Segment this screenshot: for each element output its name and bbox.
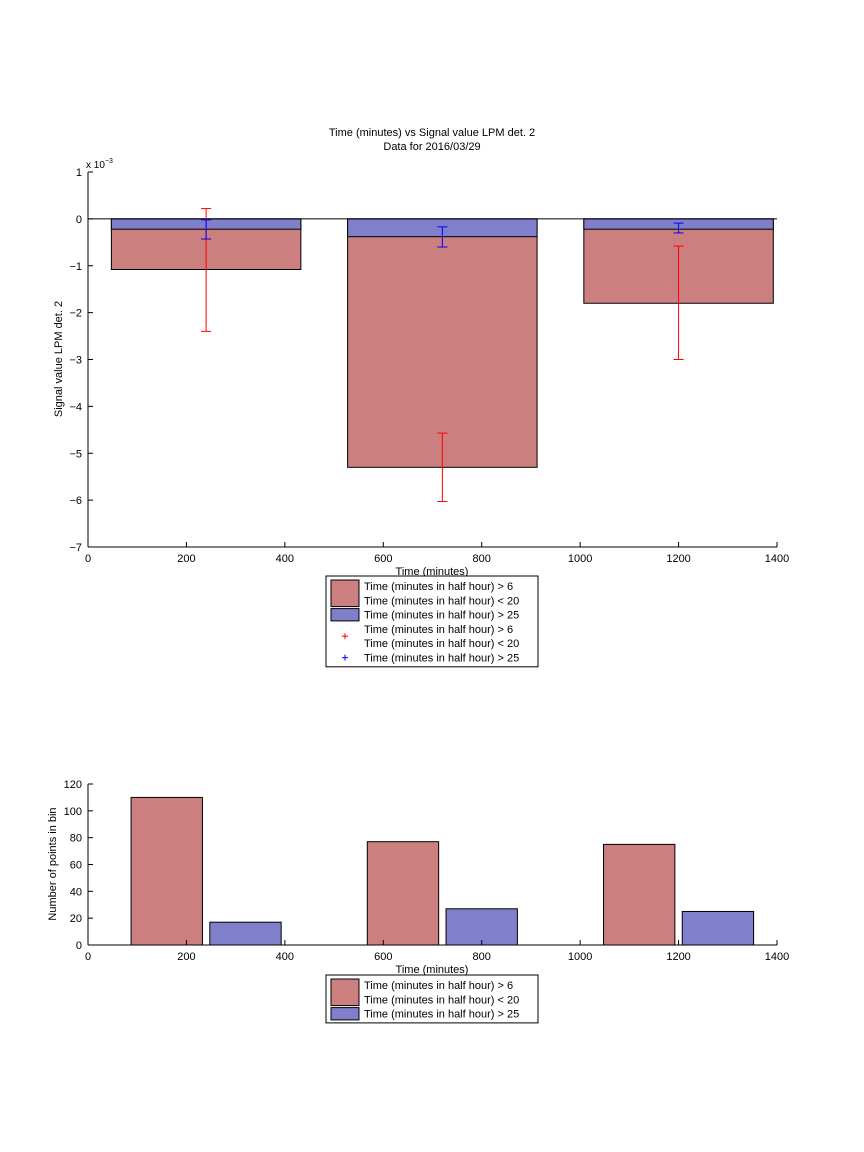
- x-tick-label: 200: [177, 951, 195, 963]
- y-tick-label: 120: [64, 779, 82, 791]
- signal-y-ticks: 1 0 −1 −2 −3 −4 −5 −6 −7: [69, 167, 93, 554]
- legend-box: [325, 575, 539, 668]
- y-axis-label: Number of points in bin: [47, 807, 59, 920]
- y-tick-label: 100: [64, 806, 82, 818]
- bar: [209, 921, 282, 946]
- bar: [681, 910, 755, 946]
- y-tick-label: 0: [76, 940, 82, 952]
- signal-legend: Time (minutes in half hour) > 6 Time (min…: [325, 575, 539, 668]
- count-x-ticks: 0 200 400 600 800 1000 1200 1400: [85, 940, 789, 963]
- chart-title: Time (minutes) vs Signal value LPM det. …: [329, 127, 535, 139]
- x-tick-label: 400: [276, 553, 294, 565]
- legend-swatch: [330, 978, 360, 1007]
- count-y-ticks: 0 20 40 60 80 100 120: [64, 779, 93, 952]
- chart-subtitle: Data for 2016/03/29: [383, 141, 480, 153]
- y-exponent-label: x 10−3: [86, 158, 113, 171]
- y-tick-label: 1: [76, 167, 82, 179]
- legend-swatch: [330, 1007, 360, 1021]
- signal-chart: Time (minutes) vs Signal value LPM det. …: [53, 127, 789, 668]
- y-tick-label: 60: [70, 860, 82, 872]
- legend-label: Time (minutes in half hour) > 6: [364, 624, 513, 636]
- y-tick-label: −2: [69, 308, 82, 320]
- count-legend: Time (minutes in half hour) > 6 Time (min…: [325, 974, 539, 1024]
- bar: [366, 841, 440, 946]
- y-tick-label: −4: [69, 401, 82, 413]
- legend-label: Time (minutes in half hour) < 20: [364, 994, 519, 1006]
- y-tick-label: −1: [69, 261, 82, 273]
- x-tick-label: 800: [473, 951, 491, 963]
- exponent-power: −3: [105, 158, 113, 165]
- y-tick-label: −3: [69, 355, 82, 367]
- bar: [130, 796, 203, 946]
- legend-box: [325, 974, 539, 1024]
- exponent-base: x 10: [86, 160, 105, 171]
- x-tick-label: 600: [374, 553, 392, 565]
- x-tick-label: 1400: [765, 951, 789, 963]
- legend-label: Time (minutes in half hour) > 25: [364, 653, 519, 665]
- x-tick-label: 800: [473, 553, 491, 565]
- bar: [347, 218, 538, 468]
- y-tick-label: 80: [70, 833, 82, 845]
- count-chart: 0 200 400 600 800 1000 1200 1400 0 20 40 60 80 100 12…: [47, 779, 789, 1024]
- signal-errorbars: [201, 208, 684, 503]
- legend-label: Time (minutes in half hour) < 20: [364, 638, 519, 650]
- bar: [603, 843, 676, 946]
- y-tick-label: −6: [69, 495, 82, 507]
- legend-label: Time (minutes in half hour) > 6: [364, 581, 513, 593]
- x-axis-label: Time (minutes): [396, 964, 469, 976]
- x-tick-label: 1000: [568, 553, 592, 565]
- legend-label: Time (minutes in half hour) > 25: [364, 610, 519, 622]
- x-tick-label: 1000: [568, 951, 592, 963]
- x-tick-label: 400: [276, 951, 294, 963]
- legend-label: Time (minutes in half hour) < 20: [364, 595, 519, 607]
- x-axis-label: Time (minutes): [396, 566, 469, 578]
- legend-swatch: [330, 608, 360, 622]
- x-tick-label: 1200: [666, 951, 690, 963]
- y-tick-label: 0: [76, 214, 82, 226]
- legend-label: Time (minutes in half hour) > 25: [364, 1009, 519, 1021]
- x-tick-label: 0: [85, 951, 91, 963]
- y-axis-label: Signal value LPM det. 2: [53, 301, 65, 417]
- x-tick-label: 1200: [666, 553, 690, 565]
- x-tick-label: 0: [85, 553, 91, 565]
- bar: [445, 908, 518, 946]
- x-tick-label: 200: [177, 553, 195, 565]
- y-tick-label: −5: [69, 448, 82, 460]
- signal-x-ticks: 0 200 400 600 800 1000 1200 1400: [85, 542, 789, 565]
- y-tick-label: −7: [69, 542, 82, 554]
- legend-swatch: [330, 579, 360, 608]
- x-tick-label: 600: [374, 951, 392, 963]
- y-tick-label: 40: [70, 886, 82, 898]
- legend-label: Time (minutes in half hour) > 6: [364, 980, 513, 992]
- x-tick-label: 1400: [765, 553, 789, 565]
- y-tick-label: 20: [70, 913, 82, 925]
